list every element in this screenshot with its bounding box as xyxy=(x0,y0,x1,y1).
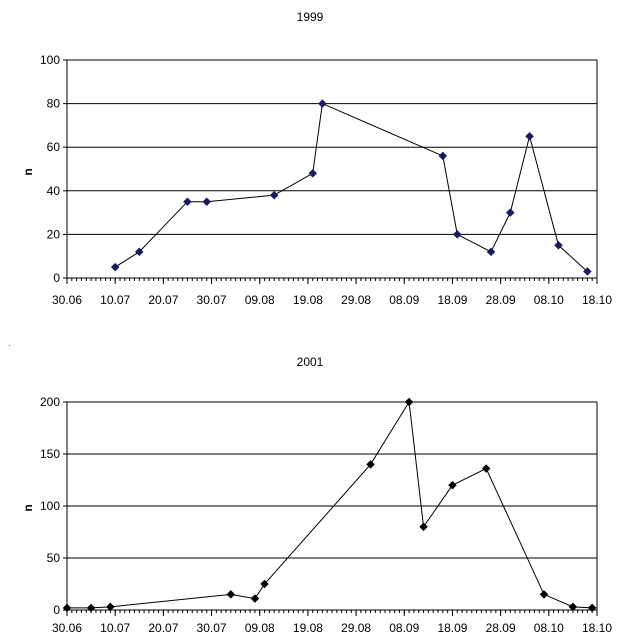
chart-2001: . 2001 n 0 50 100 150 200 30.06 10.07 20.07 30.0… xyxy=(0,320,622,641)
y-tick-label: 200 xyxy=(40,395,60,409)
data-point xyxy=(525,131,534,141)
data-point xyxy=(438,151,448,161)
x-tick-label: 08.09 xyxy=(389,293,419,307)
series-line xyxy=(114,102,588,272)
data-point xyxy=(269,190,279,200)
data-point xyxy=(183,197,192,207)
data-point xyxy=(448,480,457,490)
data-point xyxy=(583,267,592,276)
y-tick-label: 80 xyxy=(47,97,61,111)
data-point xyxy=(481,464,491,473)
data-point xyxy=(587,603,597,613)
stray-mark: . xyxy=(8,338,11,349)
data-point xyxy=(539,590,549,599)
data-point xyxy=(568,602,578,612)
x-tick-label: 09.08 xyxy=(245,293,275,307)
x-tick-label: 19.08 xyxy=(293,621,323,635)
y-tick-label: 0 xyxy=(53,603,60,617)
chart-1999: 1999 n 0 20 40 60 80 100 30.06 10.07 20.07 30.07 0… xyxy=(0,0,622,320)
x-tick-label: 20.07 xyxy=(148,293,178,307)
x-tick-label: 19.08 xyxy=(293,293,323,307)
y-tick-label: 0 xyxy=(53,271,60,285)
data-point xyxy=(308,169,318,178)
y-tick-label: 100 xyxy=(40,53,60,67)
chart-title: 1999 xyxy=(297,10,324,24)
data-point xyxy=(226,590,236,599)
y-tick-label: 20 xyxy=(47,227,61,241)
x-tick-label: 28.09 xyxy=(486,293,516,307)
x-tick-label: 08.10 xyxy=(534,621,564,635)
x-tick-label: 29.08 xyxy=(341,621,371,635)
x-tick-label: 30.06 xyxy=(52,621,82,635)
x-tick-label: 18.09 xyxy=(437,621,467,635)
data-point xyxy=(110,262,120,272)
y-tick-label: 50 xyxy=(47,551,61,565)
x-tick-label: 18.10 xyxy=(582,621,612,635)
data-point xyxy=(554,240,563,250)
x-tick-label: 10.07 xyxy=(100,621,130,635)
y-tick-label: 100 xyxy=(40,499,60,513)
x-tick-label: 09.08 xyxy=(245,621,275,635)
data-point xyxy=(202,197,212,207)
y-axis-label: n xyxy=(21,504,35,511)
x-tick-label: 20.07 xyxy=(148,621,178,635)
y-tick-label: 60 xyxy=(47,140,61,154)
chart-2001-svg: . 2001 n 0 50 100 150 200 30.06 10.07 20.07 30.0… xyxy=(8,338,612,635)
x-tick-label: 30.06 xyxy=(52,293,82,307)
x-tick-label: 08.09 xyxy=(389,621,419,635)
x-tick-label: 30.07 xyxy=(197,293,227,307)
data-point xyxy=(505,208,515,217)
data-point xyxy=(419,522,428,532)
data-point xyxy=(318,99,327,108)
data-point xyxy=(86,603,96,613)
x-tick-label: 08.10 xyxy=(534,293,564,307)
x-tick-label: 29.08 xyxy=(341,293,371,307)
chart-title: 2001 xyxy=(297,355,324,369)
data-point xyxy=(452,230,462,239)
data-point xyxy=(404,397,414,407)
data-point xyxy=(250,594,260,603)
chart-1999-svg: 1999 n 0 20 40 60 80 100 30.06 10.07 20.07 30.07 0… xyxy=(21,10,612,307)
data-point xyxy=(260,579,269,589)
data-point xyxy=(62,603,72,613)
x-tick-label: 28.09 xyxy=(486,621,516,635)
x-tick-label: 10.07 xyxy=(100,293,130,307)
data-point xyxy=(486,247,496,257)
series-line xyxy=(67,400,593,609)
x-tick-label: 18.09 xyxy=(437,293,467,307)
x-tick-label: 30.07 xyxy=(197,621,227,635)
data-point xyxy=(134,247,144,257)
y-axis-label: n xyxy=(21,168,35,175)
x-tick-label: 18.10 xyxy=(582,293,612,307)
y-tick-label: 40 xyxy=(47,184,61,198)
data-point xyxy=(366,460,375,469)
y-tick-label: 150 xyxy=(40,447,60,461)
data-point xyxy=(106,602,115,612)
